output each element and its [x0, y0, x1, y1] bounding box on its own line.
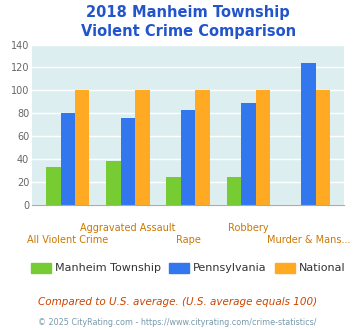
Bar [316, 90, 330, 205]
Text: Compared to U.S. average. (U.S. average equals 100): Compared to U.S. average. (U.S. average … [38, 297, 317, 307]
Bar [61, 113, 75, 205]
Bar [195, 90, 210, 205]
Bar [121, 118, 135, 205]
Bar [106, 161, 121, 205]
Text: Murder & Mans...: Murder & Mans... [267, 235, 350, 245]
Bar [241, 103, 256, 205]
Text: Robbery: Robbery [228, 223, 269, 233]
Text: All Violent Crime: All Violent Crime [27, 235, 108, 245]
Title: 2018 Manheim Township
Violent Crime Comparison: 2018 Manheim Township Violent Crime Comp… [81, 5, 296, 39]
Bar [256, 90, 270, 205]
Bar [166, 177, 181, 205]
Bar [301, 63, 316, 205]
Text: © 2025 CityRating.com - https://www.cityrating.com/crime-statistics/: © 2025 CityRating.com - https://www.city… [38, 318, 317, 327]
Bar [46, 167, 61, 205]
Bar [135, 90, 150, 205]
Legend: Manheim Township, Pennsylvania, National: Manheim Township, Pennsylvania, National [26, 258, 350, 278]
Text: Rape: Rape [176, 235, 201, 245]
Bar [226, 177, 241, 205]
Text: Aggravated Assault: Aggravated Assault [80, 223, 176, 233]
Bar [75, 90, 89, 205]
Bar [181, 110, 195, 205]
